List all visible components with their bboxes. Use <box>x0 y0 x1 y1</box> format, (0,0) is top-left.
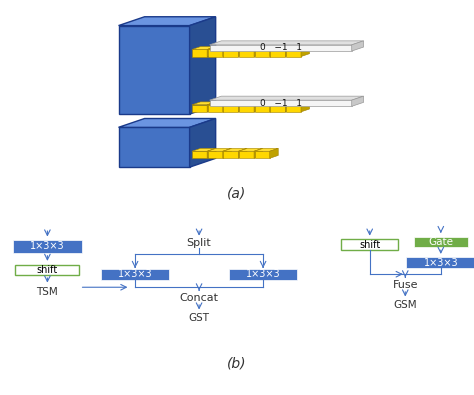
Polygon shape <box>301 47 310 56</box>
Polygon shape <box>223 149 231 158</box>
Polygon shape <box>192 47 216 49</box>
Polygon shape <box>255 47 278 49</box>
Polygon shape <box>210 100 352 106</box>
Polygon shape <box>208 105 223 112</box>
Text: TSM: TSM <box>36 287 58 297</box>
Polygon shape <box>118 118 216 127</box>
Polygon shape <box>255 49 270 56</box>
Polygon shape <box>118 26 190 114</box>
Polygon shape <box>223 102 247 105</box>
Polygon shape <box>223 105 238 112</box>
Polygon shape <box>208 49 223 56</box>
Text: (b): (b) <box>227 357 247 371</box>
Bar <box>341 239 398 250</box>
Polygon shape <box>238 149 247 158</box>
Polygon shape <box>254 47 263 56</box>
Polygon shape <box>207 102 216 112</box>
Bar <box>15 265 80 275</box>
Text: GST: GST <box>189 313 210 323</box>
Polygon shape <box>238 47 247 56</box>
Text: 0   −1   1: 0 −1 1 <box>260 99 301 108</box>
Polygon shape <box>190 17 216 114</box>
Text: GSM: GSM <box>393 300 417 310</box>
Polygon shape <box>255 102 278 105</box>
Polygon shape <box>238 102 247 112</box>
Polygon shape <box>270 47 294 49</box>
Text: 1×3×3: 1×3×3 <box>246 269 281 279</box>
Polygon shape <box>239 49 254 56</box>
Bar <box>414 237 468 247</box>
Polygon shape <box>270 102 278 112</box>
Polygon shape <box>223 47 247 49</box>
Polygon shape <box>255 149 278 151</box>
Bar <box>100 269 170 280</box>
Polygon shape <box>270 149 278 158</box>
Polygon shape <box>352 96 364 106</box>
Polygon shape <box>239 151 254 158</box>
Bar <box>407 258 474 268</box>
Polygon shape <box>285 102 294 112</box>
Polygon shape <box>223 149 247 151</box>
Polygon shape <box>223 47 231 56</box>
Polygon shape <box>270 47 278 56</box>
Polygon shape <box>223 102 231 112</box>
Polygon shape <box>208 151 223 158</box>
Polygon shape <box>286 102 310 105</box>
Polygon shape <box>286 49 301 56</box>
Polygon shape <box>192 105 207 112</box>
Text: 1×3×3: 1×3×3 <box>30 241 65 251</box>
Polygon shape <box>286 47 310 49</box>
Polygon shape <box>210 45 352 51</box>
Polygon shape <box>223 151 238 158</box>
Text: Concat: Concat <box>180 293 219 303</box>
Text: shift: shift <box>359 240 380 250</box>
Bar <box>229 269 298 280</box>
Polygon shape <box>270 105 285 112</box>
Polygon shape <box>255 151 270 158</box>
Polygon shape <box>210 96 364 100</box>
Text: shift: shift <box>37 265 58 275</box>
Polygon shape <box>208 149 231 151</box>
Polygon shape <box>255 105 270 112</box>
Text: (a): (a) <box>228 187 246 201</box>
Text: Split: Split <box>187 239 211 248</box>
Polygon shape <box>192 151 207 158</box>
Text: Gate: Gate <box>428 237 453 247</box>
Polygon shape <box>208 102 231 105</box>
Text: 0   −1   1: 0 −1 1 <box>260 43 301 53</box>
Text: 1×3×3: 1×3×3 <box>118 269 153 279</box>
Polygon shape <box>210 41 364 45</box>
Polygon shape <box>270 49 285 56</box>
Polygon shape <box>192 149 216 151</box>
Polygon shape <box>352 41 364 51</box>
Polygon shape <box>239 105 254 112</box>
Text: 1×3×3: 1×3×3 <box>423 258 458 267</box>
Polygon shape <box>254 102 263 112</box>
Bar <box>13 240 82 253</box>
Polygon shape <box>192 102 216 105</box>
Polygon shape <box>270 102 294 105</box>
Polygon shape <box>118 17 216 26</box>
Polygon shape <box>301 102 310 112</box>
Polygon shape <box>118 127 190 167</box>
Polygon shape <box>208 47 231 49</box>
Polygon shape <box>239 102 263 105</box>
Polygon shape <box>207 47 216 56</box>
Polygon shape <box>190 118 216 167</box>
Polygon shape <box>286 105 301 112</box>
Polygon shape <box>254 149 263 158</box>
Polygon shape <box>285 47 294 56</box>
Polygon shape <box>239 47 263 49</box>
Polygon shape <box>207 149 216 158</box>
Text: Fuse: Fuse <box>392 280 418 290</box>
Polygon shape <box>239 149 263 151</box>
Polygon shape <box>192 49 207 56</box>
Polygon shape <box>223 49 238 56</box>
